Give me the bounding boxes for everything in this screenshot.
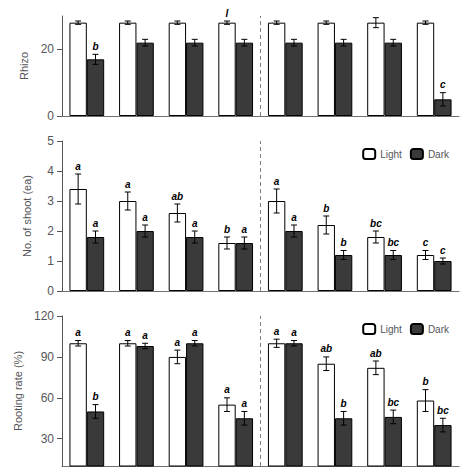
svg-text:c: c (440, 245, 446, 256)
svg-text:a: a (291, 212, 297, 223)
svg-text:b: b (92, 391, 98, 402)
svg-text:l: l (226, 8, 229, 19)
svg-text:3: 3 (47, 194, 54, 208)
svg-text:Dark: Dark (428, 149, 450, 160)
svg-text:b: b (341, 237, 347, 248)
svg-text:a: a (125, 179, 131, 190)
svg-text:ab: ab (370, 348, 382, 359)
svg-text:a: a (142, 330, 148, 341)
svg-text:90: 90 (41, 350, 55, 364)
svg-text:a: a (175, 337, 181, 348)
svg-text:1: 1 (47, 254, 54, 268)
svg-text:a: a (192, 218, 198, 229)
svg-text:a: a (93, 218, 99, 229)
svg-text:a: a (125, 327, 131, 338)
svg-text:a: a (224, 384, 230, 395)
svg-text:a: a (75, 161, 81, 172)
svg-text:30: 30 (41, 432, 55, 446)
svg-text:20: 20 (41, 42, 55, 56)
svg-text:a: a (75, 327, 81, 338)
svg-text:Light: Light (380, 324, 402, 335)
svg-text:a: a (242, 224, 248, 235)
svg-text:ab: ab (320, 343, 332, 354)
svg-text:b: b (422, 376, 428, 387)
svg-text:Rooting rate (%): Rooting rate (%) (12, 351, 24, 431)
svg-text:a: a (274, 176, 280, 187)
svg-text:a: a (192, 327, 198, 338)
svg-text:a: a (274, 326, 280, 337)
svg-text:c: c (423, 237, 429, 248)
svg-text:4: 4 (47, 164, 54, 178)
svg-text:bc: bc (387, 397, 399, 408)
svg-text:ab: ab (172, 191, 184, 202)
svg-text:Light: Light (380, 149, 402, 160)
svg-text:b: b (323, 203, 329, 214)
svg-text:b: b (92, 41, 98, 52)
svg-text:60: 60 (41, 391, 55, 405)
svg-text:a: a (242, 398, 248, 409)
svg-text:bc: bc (387, 237, 399, 248)
svg-text:120: 120 (34, 309, 54, 323)
svg-text:b: b (224, 224, 230, 235)
svg-text:a: a (291, 327, 297, 338)
svg-text:0: 0 (47, 109, 54, 123)
svg-text:c: c (440, 79, 446, 90)
svg-text:Rhizo: Rhizo (18, 52, 30, 80)
svg-text:Dark: Dark (428, 324, 450, 335)
svg-text:bc: bc (370, 218, 382, 229)
svg-text:a: a (142, 212, 148, 223)
svg-text:b: b (341, 398, 347, 409)
svg-text:0: 0 (47, 284, 54, 298)
svg-text:No. of shoot (ea): No. of shoot (ea) (21, 175, 33, 257)
svg-text:5: 5 (47, 134, 54, 148)
svg-text:bc: bc (437, 405, 449, 416)
svg-text:2: 2 (47, 224, 54, 238)
